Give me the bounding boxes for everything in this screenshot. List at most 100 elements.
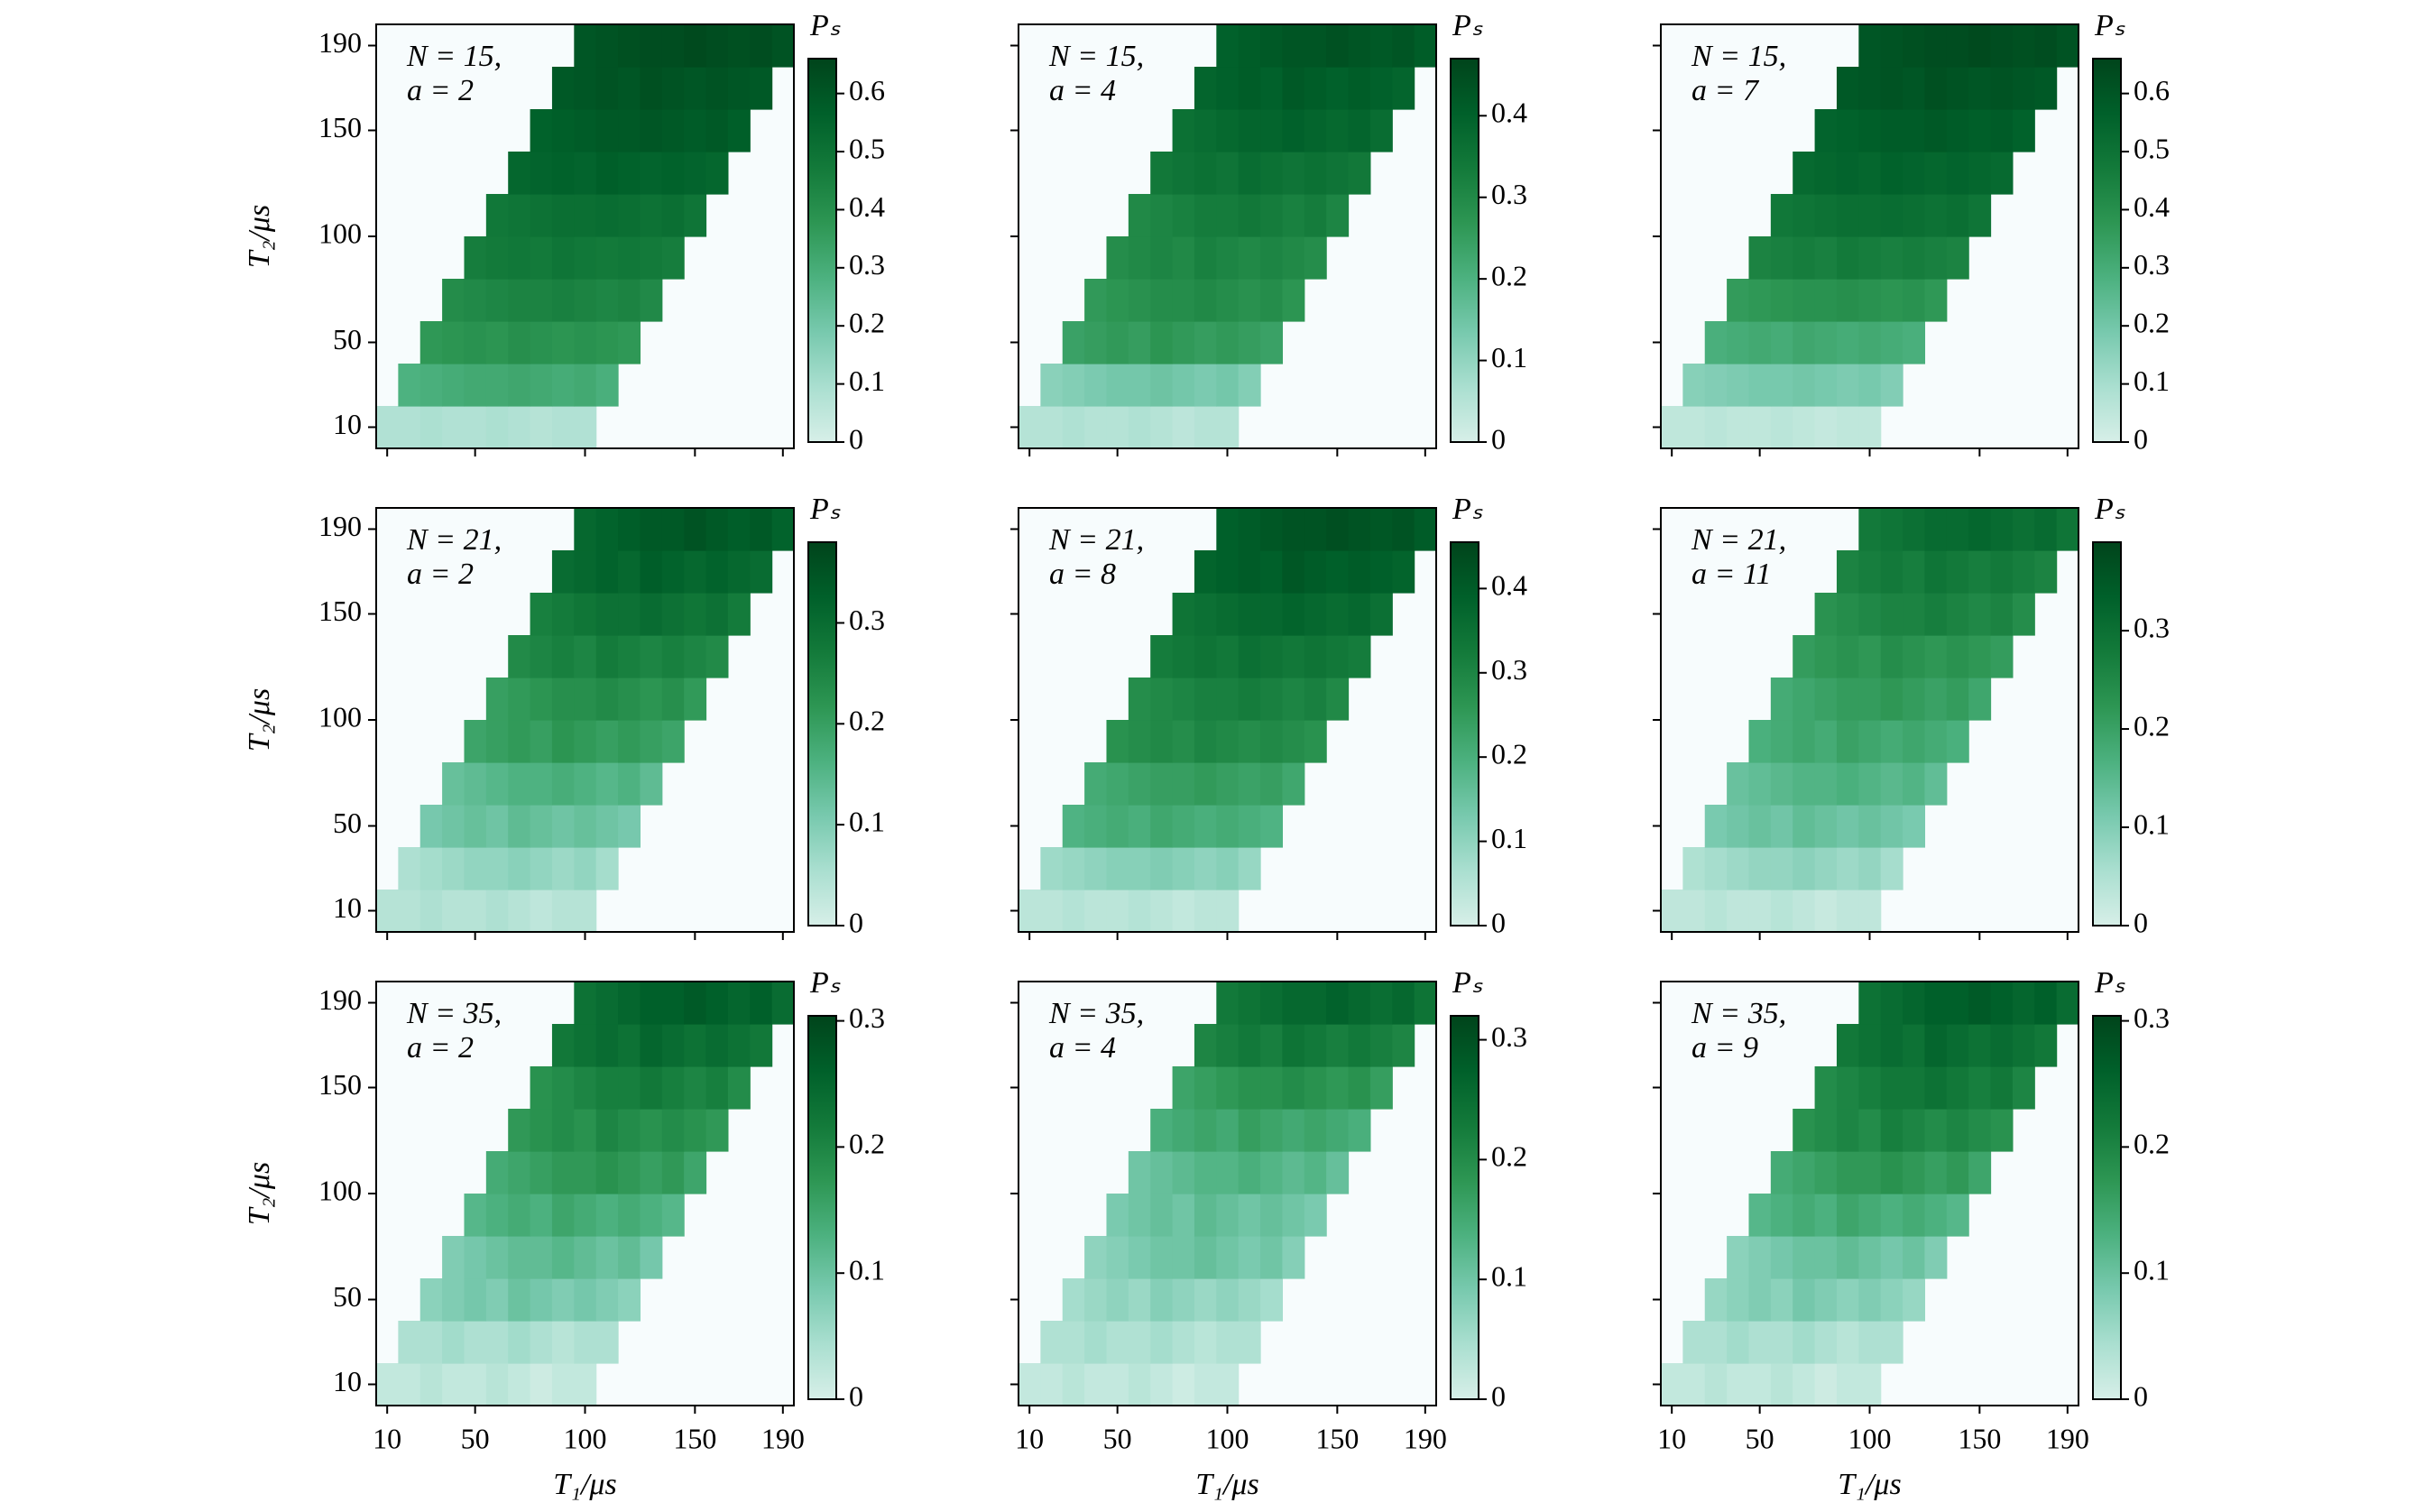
colorbar-tick-label: 0.3 bbox=[1491, 653, 1527, 686]
x-axis-label: T₁/μs bbox=[1838, 1468, 1901, 1501]
heatmap-cell bbox=[1172, 635, 1195, 678]
colorbar-label: Pₛ bbox=[1452, 9, 1483, 42]
heatmap-cell bbox=[1727, 321, 1750, 364]
heatmap-cell bbox=[1858, 1066, 1882, 1110]
heatmap-cell bbox=[1282, 67, 1305, 110]
heatmap-cell bbox=[1106, 1363, 1129, 1406]
heatmap-cell bbox=[1858, 1151, 1882, 1194]
heatmap-cell bbox=[1946, 24, 1969, 68]
heatmap-cell bbox=[1990, 550, 2014, 594]
heatmap-cell bbox=[1946, 982, 1969, 1025]
y-tick-label: 150 bbox=[318, 595, 362, 627]
heatmap-cell bbox=[1836, 1151, 1859, 1194]
heatmap-cell bbox=[2012, 24, 2035, 68]
heatmap-cell bbox=[1150, 194, 1174, 237]
heatmap-cell bbox=[485, 678, 509, 721]
heatmap-cell bbox=[1392, 508, 1415, 551]
heatmap-cell bbox=[1304, 1109, 1327, 1152]
heatmap-cell bbox=[1172, 1321, 1195, 1364]
heatmap-cell bbox=[530, 152, 553, 195]
heatmap-cell bbox=[1903, 152, 1926, 195]
heatmap-cell bbox=[1858, 1024, 1882, 1067]
heatmap-cell bbox=[640, 1066, 663, 1110]
heatmap-cell bbox=[1793, 847, 1816, 890]
heatmap-cell bbox=[508, 321, 531, 364]
heatmap-cell bbox=[1968, 678, 1992, 721]
heatmap-cell bbox=[1260, 550, 1284, 594]
colorbar-tick-label: 0 bbox=[849, 1379, 863, 1412]
annotation: a = 7 bbox=[1691, 74, 1760, 107]
heatmap-cell bbox=[1216, 152, 1240, 195]
heatmap-cell bbox=[1194, 1066, 1217, 1110]
heatmap-cell bbox=[1903, 720, 1926, 763]
heatmap-cell bbox=[485, 194, 509, 237]
heatmap-cell bbox=[1282, 593, 1305, 636]
heatmap-cell bbox=[595, 109, 619, 152]
heatmap-cell bbox=[485, 720, 509, 763]
heatmap-cell bbox=[684, 678, 707, 721]
heatmap-cell bbox=[1216, 236, 1240, 280]
heatmap-cell bbox=[464, 1278, 487, 1322]
x-tick-label: 150 bbox=[673, 1422, 716, 1454]
heatmap-cell bbox=[1903, 1236, 1926, 1279]
heatmap-cell bbox=[1836, 805, 1859, 848]
y-axis-label: T₂/μs bbox=[243, 1162, 276, 1225]
heatmap-cell bbox=[618, 805, 641, 848]
heatmap-cell bbox=[1392, 1024, 1415, 1067]
heatmap-cell bbox=[1150, 1321, 1174, 1364]
heatmap-cell bbox=[2012, 109, 2035, 152]
heatmap-cell bbox=[551, 1066, 575, 1110]
heatmap-cell bbox=[1924, 1194, 1948, 1237]
heatmap-cell bbox=[1282, 236, 1305, 280]
heatmap-cell bbox=[442, 364, 465, 407]
heatmap-cell bbox=[1106, 890, 1129, 933]
x-tick-label: 10 bbox=[1015, 1422, 1044, 1454]
heatmap-cell bbox=[1216, 593, 1240, 636]
heatmap-cell bbox=[530, 109, 553, 152]
heatmap-cell bbox=[485, 236, 509, 280]
heatmap-cell bbox=[684, 24, 707, 68]
heatmap-cell bbox=[2034, 1024, 2058, 1067]
heatmap-cell bbox=[1348, 1024, 1371, 1067]
heatmap-cell bbox=[1194, 678, 1217, 721]
heatmap-cell bbox=[1194, 635, 1217, 678]
heatmap-cell bbox=[1238, 847, 1261, 890]
heatmap-cell bbox=[1348, 67, 1371, 110]
heatmap-cell bbox=[1238, 508, 1261, 551]
heatmap-cell bbox=[1062, 847, 1085, 890]
heatmap-cell bbox=[1814, 109, 1838, 152]
colorbar-tick-label: 0.2 bbox=[1491, 738, 1527, 770]
heatmap-cell bbox=[1084, 406, 1108, 449]
heatmap-cell bbox=[1704, 1278, 1728, 1322]
heatmap-cell bbox=[1260, 24, 1284, 68]
heatmap-cell bbox=[1194, 720, 1217, 763]
heatmap-cell bbox=[727, 109, 751, 152]
heatmap-cell bbox=[1194, 550, 1217, 594]
heatmap-cell bbox=[1968, 1066, 1992, 1110]
y-axis-label: T₂/μs bbox=[243, 205, 276, 268]
colorbar-tick-label: 0.2 bbox=[2134, 307, 2170, 339]
heatmap-cell bbox=[530, 1066, 553, 1110]
heatmap-cell bbox=[640, 508, 663, 551]
heatmap-cell bbox=[661, 109, 685, 152]
heatmap-cell bbox=[1260, 635, 1284, 678]
heatmap-cell bbox=[574, 720, 597, 763]
colorbar-tick-label: 0.1 bbox=[1491, 341, 1527, 373]
heatmap-cell bbox=[1194, 1363, 1217, 1406]
heatmap-cell bbox=[1128, 321, 1151, 364]
heatmap-cell bbox=[1150, 720, 1174, 763]
heatmap-cell bbox=[705, 508, 729, 551]
heatmap-cell bbox=[1836, 847, 1859, 890]
heatmap-cell bbox=[640, 236, 663, 280]
heatmap-cell bbox=[574, 1236, 597, 1279]
colorbar-label: Pₛ bbox=[2094, 966, 2125, 1000]
heatmap-cell bbox=[1793, 1151, 1816, 1194]
heatmap-cell bbox=[398, 847, 421, 890]
heatmap-cell bbox=[640, 152, 663, 195]
heatmap-cell bbox=[1062, 1363, 1085, 1406]
heatmap-cell bbox=[661, 1066, 685, 1110]
heatmap-cell bbox=[464, 364, 487, 407]
heatmap-cell bbox=[1282, 152, 1305, 195]
heatmap-cell bbox=[574, 593, 597, 636]
heatmap-cell bbox=[485, 1151, 509, 1194]
